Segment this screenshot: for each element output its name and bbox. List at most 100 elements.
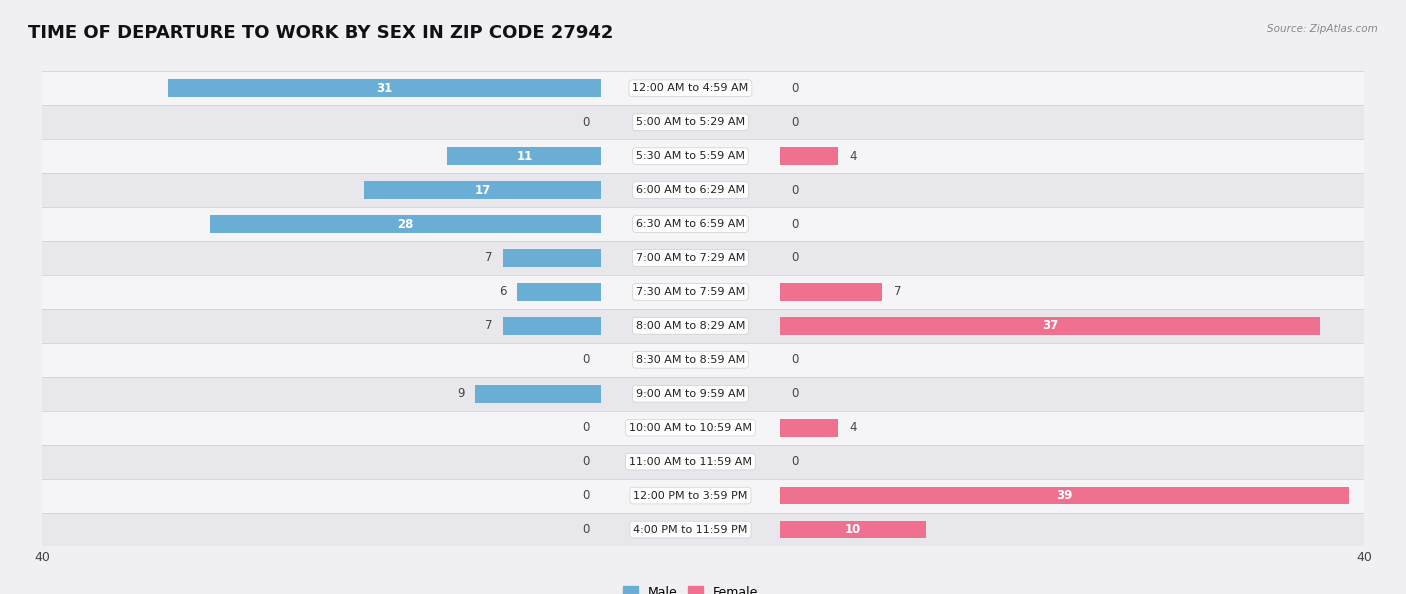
Bar	[42, 513, 602, 546]
Text: 0: 0	[582, 455, 591, 468]
Bar	[780, 173, 1364, 207]
Bar	[602, 309, 780, 343]
Bar	[780, 513, 1364, 546]
Text: 37: 37	[1042, 320, 1057, 333]
Bar	[602, 343, 780, 377]
Bar	[780, 275, 1364, 309]
Text: 0: 0	[582, 353, 591, 366]
Bar	[602, 479, 780, 513]
Text: 8:00 AM to 8:29 AM: 8:00 AM to 8:29 AM	[636, 321, 745, 331]
Bar	[602, 105, 780, 139]
Bar	[780, 309, 1364, 343]
Text: 7:30 AM to 7:59 AM: 7:30 AM to 7:59 AM	[636, 287, 745, 297]
Bar	[475, 385, 602, 403]
Bar	[780, 207, 1364, 241]
Text: 7: 7	[485, 320, 492, 333]
Bar	[602, 445, 780, 479]
Text: 4: 4	[849, 421, 858, 434]
Text: 5:00 AM to 5:29 AM: 5:00 AM to 5:29 AM	[636, 117, 745, 127]
Text: 7:00 AM to 7:29 AM: 7:00 AM to 7:29 AM	[636, 253, 745, 263]
Text: 0: 0	[792, 251, 799, 264]
Text: Source: ZipAtlas.com: Source: ZipAtlas.com	[1267, 24, 1378, 34]
Text: 39: 39	[1056, 489, 1073, 502]
Bar	[780, 139, 1364, 173]
Text: 6:30 AM to 6:59 AM: 6:30 AM to 6:59 AM	[636, 219, 745, 229]
Bar	[780, 343, 1364, 377]
Text: 4: 4	[849, 150, 858, 163]
Text: 0: 0	[792, 82, 799, 95]
Bar	[364, 181, 602, 199]
Text: 6: 6	[499, 285, 506, 298]
Bar	[780, 377, 1364, 410]
Bar	[602, 71, 780, 105]
Bar	[503, 249, 602, 267]
Bar	[780, 147, 838, 165]
Bar	[42, 377, 602, 410]
Text: 0: 0	[582, 116, 591, 129]
Bar	[42, 309, 602, 343]
Bar	[602, 173, 780, 207]
Legend: Male, Female: Male, Female	[617, 582, 763, 594]
Text: 9: 9	[457, 387, 464, 400]
Text: 4:00 PM to 11:59 PM: 4:00 PM to 11:59 PM	[633, 525, 748, 535]
Bar	[602, 139, 780, 173]
Bar	[503, 317, 602, 334]
Bar	[602, 275, 780, 309]
Bar	[780, 521, 925, 538]
Text: 12:00 AM to 4:59 AM: 12:00 AM to 4:59 AM	[633, 83, 748, 93]
Text: 0: 0	[792, 455, 799, 468]
Text: 6:00 AM to 6:29 AM: 6:00 AM to 6:29 AM	[636, 185, 745, 195]
Bar	[209, 215, 602, 233]
Bar	[602, 241, 780, 275]
Bar	[42, 173, 602, 207]
Text: 28: 28	[398, 217, 413, 230]
Bar	[602, 207, 780, 241]
Text: 12:00 PM to 3:59 PM: 12:00 PM to 3:59 PM	[633, 491, 748, 501]
Bar	[517, 283, 602, 301]
Bar	[780, 486, 1350, 504]
Text: 5:30 AM to 5:59 AM: 5:30 AM to 5:59 AM	[636, 151, 745, 161]
Text: 11: 11	[516, 150, 533, 163]
Text: 0: 0	[792, 184, 799, 197]
Text: 11:00 AM to 11:59 AM: 11:00 AM to 11:59 AM	[628, 457, 752, 467]
Bar	[602, 410, 780, 445]
Bar	[602, 513, 780, 546]
Text: 0: 0	[792, 387, 799, 400]
Bar	[447, 147, 602, 165]
Text: 9:00 AM to 9:59 AM: 9:00 AM to 9:59 AM	[636, 388, 745, 399]
Text: 0: 0	[792, 353, 799, 366]
Bar	[602, 377, 780, 410]
Bar	[42, 275, 602, 309]
Text: 0: 0	[582, 489, 591, 502]
Bar	[42, 241, 602, 275]
Bar	[42, 139, 602, 173]
Bar	[42, 445, 602, 479]
Bar	[780, 410, 1364, 445]
Text: TIME OF DEPARTURE TO WORK BY SEX IN ZIP CODE 27942: TIME OF DEPARTURE TO WORK BY SEX IN ZIP …	[28, 24, 613, 42]
Text: 17: 17	[474, 184, 491, 197]
Text: 0: 0	[792, 217, 799, 230]
Bar	[780, 445, 1364, 479]
Text: 0: 0	[582, 523, 591, 536]
Text: 31: 31	[377, 82, 392, 95]
Text: 0: 0	[582, 421, 591, 434]
Text: 10: 10	[845, 523, 860, 536]
Text: 7: 7	[894, 285, 901, 298]
Bar	[42, 207, 602, 241]
Text: 7: 7	[485, 251, 492, 264]
Bar	[42, 410, 602, 445]
Bar	[42, 71, 602, 105]
Bar	[780, 105, 1364, 139]
Text: 0: 0	[792, 116, 799, 129]
Bar	[780, 241, 1364, 275]
Bar	[780, 317, 1320, 334]
Bar	[167, 80, 602, 97]
Text: 10:00 AM to 10:59 AM: 10:00 AM to 10:59 AM	[628, 423, 752, 432]
Bar	[780, 419, 838, 437]
Bar	[780, 479, 1364, 513]
Bar	[42, 479, 602, 513]
Bar	[42, 105, 602, 139]
Bar	[42, 343, 602, 377]
Bar	[780, 71, 1364, 105]
Bar	[780, 283, 882, 301]
